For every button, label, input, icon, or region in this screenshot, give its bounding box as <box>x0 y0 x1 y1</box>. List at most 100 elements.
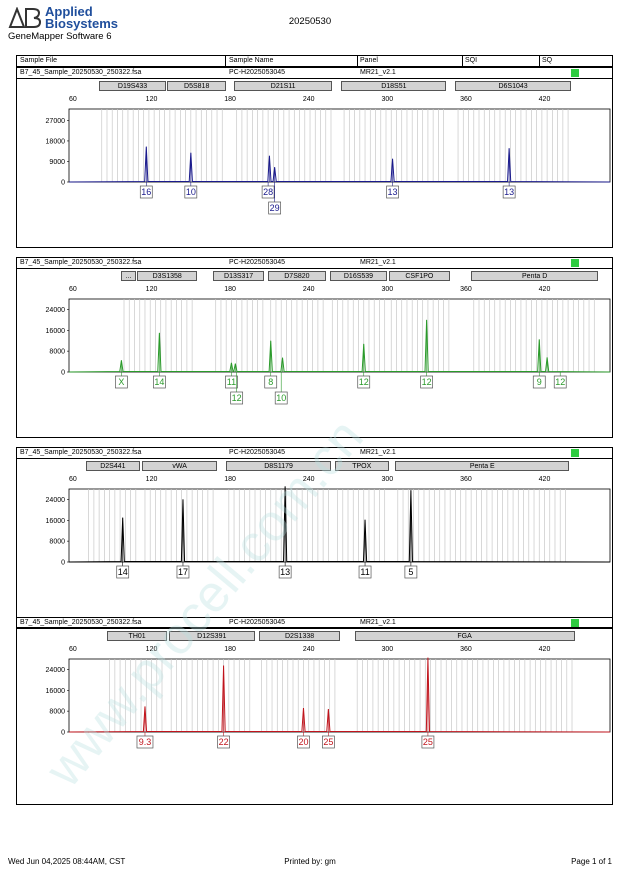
electropherogram-red: 60 120 180 240 300 360 420 0 8000 16000 24000 9.3 22… <box>46 646 611 749</box>
y-tick-label: 8000 <box>49 709 65 716</box>
applied-biosystems-logo <box>8 7 42 29</box>
panel-sample-name: PC-H2025053045 <box>229 449 286 456</box>
allele-call[interactable]: 11 <box>225 372 238 389</box>
allele-call[interactable]: 9 <box>532 372 546 389</box>
marker-d8s1179[interactable]: D8S1179 <box>226 461 331 471</box>
y-tick-label: 24000 <box>46 307 66 314</box>
allele-call[interactable]: 13 <box>502 182 516 199</box>
marker-d19s433[interactable]: D19S433 <box>99 81 166 91</box>
x-tick-label: 420 <box>539 96 551 103</box>
panel-sample-file: B7_45_Sample_20250530_250322.fsa <box>20 619 142 626</box>
allele-box <box>404 565 418 579</box>
panel-sample-file: B7_45_Sample_20250530_250322.fsa <box>20 449 142 456</box>
allele-call[interactable]: 14 <box>153 372 166 389</box>
allele-call[interactable]: 10 <box>184 182 198 199</box>
y-tick-label: 0 <box>61 180 65 187</box>
marker-tpox[interactable]: TPOX <box>334 461 389 471</box>
allele-label: 12 <box>359 377 369 387</box>
allele-call[interactable]: 25 <box>421 732 435 749</box>
allele-box <box>176 565 190 579</box>
x-tick-label: 300 <box>381 646 393 653</box>
allele-label: 12 <box>555 377 565 387</box>
allele-call[interactable]: 20 <box>297 732 310 749</box>
x-tick-label: 60 <box>69 286 77 293</box>
brand-name: Applied Biosystems <box>45 5 118 30</box>
sq-status-indicator <box>571 619 579 627</box>
footer-page: Page 1 of 1 <box>571 857 612 866</box>
allele-box <box>386 185 399 199</box>
allele-call[interactable]: 25 <box>322 732 335 749</box>
marker-d2s441[interactable]: D2S441 <box>86 461 140 471</box>
allele-box <box>420 375 433 389</box>
allele-label: 13 <box>504 187 514 197</box>
marker-d2s1338[interactable]: D2S1338 <box>258 631 341 641</box>
x-tick-label: 360 <box>460 646 472 653</box>
electropherogram-blue: 60 120 180 240 300 360 420 0 9000 18000 27000 16 10 2… <box>46 96 611 215</box>
marker-d6s1043[interactable]: D6S1043 <box>455 81 571 91</box>
marker-pentad[interactable]: Penta D <box>471 271 599 281</box>
allele-label: 12 <box>422 377 432 387</box>
allele-call[interactable]: X <box>115 372 128 389</box>
marker-d13s317[interactable]: D13S317 <box>213 271 265 281</box>
allele-call[interactable]: 11 <box>358 562 372 579</box>
marker-th01[interactable]: TH01 <box>106 631 168 641</box>
marker-csf1po[interactable]: CSF1PO <box>388 271 451 281</box>
allele-label: 14 <box>154 377 164 387</box>
panel-divider <box>17 628 612 629</box>
x-tick-label: 300 <box>381 286 393 293</box>
x-tick-label: 300 <box>381 476 393 483</box>
allele-call[interactable]: 5 <box>404 562 418 579</box>
y-tick-label: 8000 <box>49 539 65 546</box>
marker-d5s818[interactable]: D5S818 <box>167 81 227 91</box>
panel-panel-name: MR21_v2.1 <box>360 619 396 626</box>
allele-call[interactable]: 8 <box>264 372 278 389</box>
electropherogram-green: 60 120 180 240 300 360 420 0 8000 16000 24000 X 14 11… <box>46 286 611 405</box>
y-tick-label: 9000 <box>49 159 65 166</box>
allele-label: 22 <box>219 737 229 747</box>
x-tick-label: 60 <box>69 476 77 483</box>
y-tick-label: 16000 <box>46 328 66 335</box>
allele-call[interactable]: 12 <box>553 372 567 389</box>
y-tick-label: 16000 <box>46 518 66 525</box>
allele-box <box>278 565 292 579</box>
marker-pentae[interactable]: Penta E <box>395 461 570 471</box>
panel-panel-name: MR21_v2.1 <box>360 259 396 266</box>
marker-d16s539[interactable]: D16S539 <box>329 271 388 281</box>
marker-d7s820[interactable]: D7S820 <box>268 271 326 281</box>
allele-label: 12 <box>232 393 242 403</box>
x-tick-label: 300 <box>381 96 393 103</box>
marker-d18s51[interactable]: D18S51 <box>341 81 447 91</box>
marker-fga[interactable]: FGA <box>354 631 575 641</box>
allele-call[interactable]: 14 <box>116 562 130 579</box>
x-tick-label: 120 <box>146 96 158 103</box>
allele-box <box>268 201 282 215</box>
allele-label: 14 <box>118 567 128 577</box>
allele-box <box>357 375 371 389</box>
allele-call[interactable]: 28 <box>261 182 275 199</box>
x-tick-label: 180 <box>224 646 236 653</box>
allele-call[interactable]: 13 <box>386 182 399 199</box>
allele-call[interactable]: 9.3 <box>136 732 154 749</box>
allele-call[interactable]: 22 <box>217 732 230 749</box>
y-tick-label: 0 <box>61 370 65 377</box>
allele-call[interactable]: 16 <box>139 182 153 199</box>
x-tick-label: 120 <box>146 286 158 293</box>
allele-label: 25 <box>323 737 333 747</box>
allele-call[interactable]: 12 <box>230 372 244 405</box>
marker-d3s1358[interactable]: D3S1358 <box>137 271 198 281</box>
marker-d12s391[interactable]: D12S391 <box>168 631 255 641</box>
allele-call[interactable]: 17 <box>176 562 190 579</box>
allele-call[interactable]: 12 <box>357 372 371 389</box>
allele-call[interactable]: 29 <box>268 182 282 215</box>
allele-box <box>261 185 275 199</box>
trace-line <box>68 146 611 183</box>
allele-call[interactable]: 10 <box>274 372 288 405</box>
allele-call[interactable]: 12 <box>420 372 433 389</box>
marker-vwa[interactable]: vWA <box>142 461 217 471</box>
allele-label: 29 <box>270 203 280 213</box>
allele-label: 25 <box>423 737 433 747</box>
panel-divider <box>17 78 612 79</box>
marker-[interactable]: ... <box>121 271 136 281</box>
allele-call[interactable]: 13 <box>278 562 292 579</box>
marker-d21s11[interactable]: D21S11 <box>234 81 333 91</box>
